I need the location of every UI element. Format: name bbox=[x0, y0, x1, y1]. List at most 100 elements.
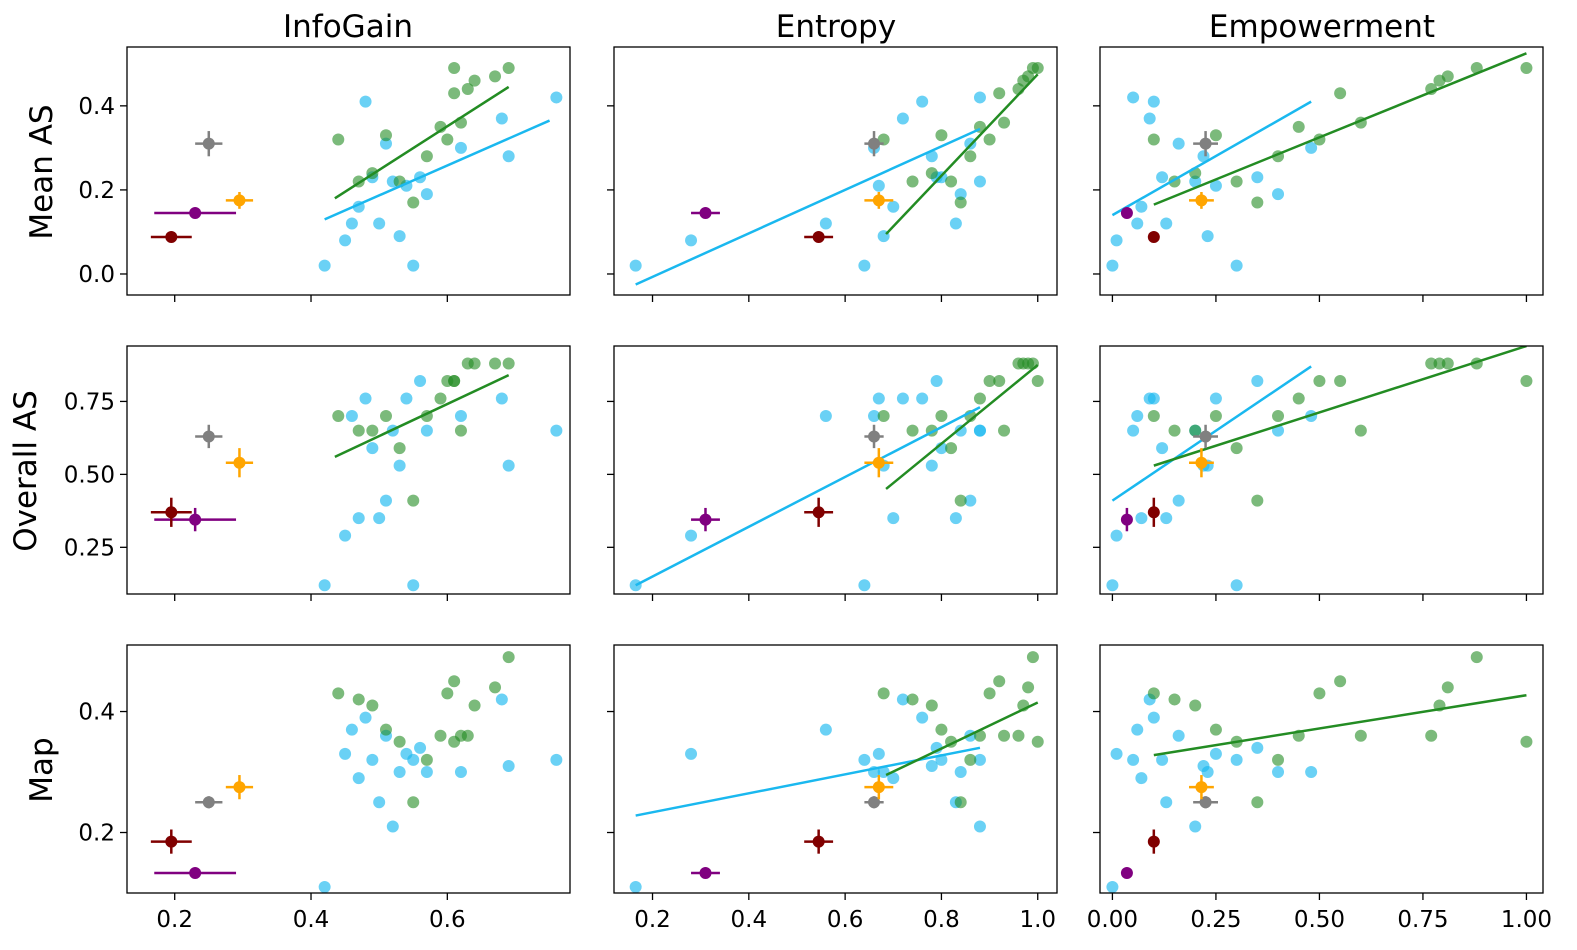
panel-mean-as-infogain-y-tick-label-2: 0.4 bbox=[78, 94, 115, 120]
panel-mean-as-empowerment-green-point-3 bbox=[1209, 129, 1222, 142]
panel-map-entropy-green-point-3 bbox=[935, 723, 948, 736]
panel-mean-as-empowerment-cyan-point-17 bbox=[1127, 91, 1140, 104]
panel-mean-as-entropy-cyan-point-15 bbox=[896, 112, 909, 125]
panel-overall-as-infogain-cyan-point-4 bbox=[359, 392, 372, 405]
panel-mean-as-entropy-cyan-point-17 bbox=[973, 91, 986, 104]
panel-map-entropy-plot-area bbox=[629, 651, 1044, 893]
panel-map-empowerment-green-point-10 bbox=[1354, 729, 1367, 742]
panel-overall-as-empowerment-cyan-point-17 bbox=[1127, 424, 1140, 437]
panel-mean-as-empowerment-cyan-point-9 bbox=[1201, 230, 1214, 243]
panel-overall-as-entropy-cyan-fit-line-0 bbox=[635, 406, 981, 587]
panel-mean-as-infogain-green-point-8 bbox=[441, 133, 454, 146]
panel-map-entropy-green-point-8 bbox=[983, 687, 996, 700]
panel-overall-as-entropy-green-point-7 bbox=[973, 392, 986, 405]
panel-map-entropy-green-point-9 bbox=[993, 675, 1006, 688]
panel-mean-as-entropy-green-point-10 bbox=[998, 116, 1011, 129]
panel-overall-as-infogain-green-point-15 bbox=[448, 375, 461, 388]
panel-mean-as-empowerment-green-point-7 bbox=[1292, 120, 1305, 133]
panel-map-entropy-cyan-point-11 bbox=[858, 753, 871, 766]
panel-mean-as-entropy-green-point-4 bbox=[945, 175, 958, 188]
panel-map-empowerment-cyan-point-4 bbox=[1147, 711, 1160, 724]
panel-map-entropy-green-point-15 bbox=[1031, 735, 1044, 748]
panel-mean-as-infogain-grey-point bbox=[202, 137, 215, 150]
panel-mean-as-entropy-darkred-point bbox=[812, 230, 825, 243]
panel-overall-as-infogain-green-point-2 bbox=[366, 424, 379, 437]
panel-map-entropy-cyan-point-2 bbox=[819, 723, 832, 736]
panel-map-infogain-cyan-point-2 bbox=[345, 723, 358, 736]
panel-overall-as-infogain-purple-point bbox=[189, 513, 202, 526]
panel-map-empowerment-frame bbox=[1099, 644, 1544, 894]
panel-overall-as-empowerment-green-point-12 bbox=[1433, 357, 1446, 370]
panel-map-entropy-frame bbox=[613, 644, 1058, 894]
panel-map-empowerment-green-point-6 bbox=[1272, 753, 1285, 766]
panel-mean-as-infogain-darkred-point bbox=[165, 230, 178, 243]
panel-map-empowerment-cyan-point-17 bbox=[1127, 753, 1140, 766]
panel-overall-as-infogain-green-point-1 bbox=[352, 424, 365, 437]
panel-mean-as-empowerment-cyan-point-6 bbox=[1160, 217, 1173, 230]
panel-overall-as-infogain: 0.25 0.50 0.75 bbox=[64, 345, 571, 601]
panel-overall-as-infogain-cyan-point-0 bbox=[318, 579, 331, 592]
row-label-map: Map bbox=[24, 737, 60, 802]
panel-map-empowerment-green-point-13 bbox=[1441, 681, 1454, 694]
panel-overall-as-empowerment-cyan-point-11 bbox=[1230, 579, 1243, 592]
panel-mean-as-entropy-cyan-point-2 bbox=[819, 217, 832, 230]
panel-overall-as-infogain-cyan-point-3 bbox=[352, 512, 365, 525]
panel-overall-as-entropy-cyan-point-13 bbox=[954, 424, 967, 437]
panel-mean-as-infogain: 0.0 0.2 0.4 bbox=[78, 46, 571, 302]
panel-mean-as-infogain-green-fit-line-0 bbox=[334, 85, 510, 200]
panel-mean-as-infogain-green-point-12 bbox=[468, 74, 481, 87]
panel-map-entropy-cyan-point-3 bbox=[887, 772, 900, 785]
panel-mean-as-empowerment-cyan-point-3 bbox=[1135, 200, 1148, 213]
column-title-empowerment: Empowerment bbox=[1209, 9, 1435, 45]
panel-map-infogain-frame bbox=[126, 644, 571, 894]
panel-map-empowerment-green-point-3 bbox=[1209, 723, 1222, 736]
panel-mean-as-infogain-purple-point bbox=[189, 207, 202, 220]
panel-overall-as-entropy-cyan-point-17 bbox=[973, 424, 986, 437]
panel-overall-as-empowerment-darkred-point bbox=[1147, 506, 1160, 519]
panel-map-infogain-y-tick-label-1: 0.4 bbox=[78, 700, 115, 726]
panel-overall-as-empowerment-green-point-8 bbox=[1313, 375, 1326, 388]
panel-map-entropy-cyan-fit-line-0 bbox=[635, 746, 981, 817]
panel-overall-as-empowerment-cyan-point-6 bbox=[1160, 512, 1173, 525]
panel-overall-as-empowerment-cyan-point-2 bbox=[1131, 410, 1144, 423]
panel-mean-as-infogain-green-point-3 bbox=[379, 129, 392, 142]
panel-mean-as-empowerment-cyan-point-4 bbox=[1147, 95, 1160, 108]
panel-map-empowerment-cyan-point-0 bbox=[1106, 880, 1119, 893]
panel-mean-as-empowerment-green-point-15 bbox=[1520, 62, 1533, 75]
panel-overall-as-empowerment bbox=[1093, 345, 1544, 601]
panel-mean-as-infogain-cyan-point-13 bbox=[420, 188, 433, 201]
panel-overall-as-infogain-cyan-point-11 bbox=[407, 579, 420, 592]
panel-mean-as-infogain-cyan-point-9 bbox=[393, 230, 406, 243]
panel-map-infogain-green-point-5 bbox=[407, 796, 420, 809]
panel-map-entropy-cyan-point-16 bbox=[925, 759, 938, 772]
panel-mean-as-empowerment-plot-area bbox=[1106, 52, 1533, 272]
panel-map-entropy-cyan-point-10 bbox=[872, 747, 885, 760]
panel-map-empowerment-green-point-9 bbox=[1334, 675, 1347, 688]
panel-mean-as-entropy-green-point-1 bbox=[906, 175, 919, 188]
panel-map-infogain-orange-point bbox=[233, 781, 246, 794]
panel-overall-as-infogain-green-point-3 bbox=[379, 410, 392, 423]
panel-mean-as-infogain-orange-point bbox=[233, 194, 246, 207]
panel-overall-as-entropy-darkred-point bbox=[812, 506, 825, 519]
panel-overall-as-infogain-cyan-point-7 bbox=[379, 494, 392, 507]
panel-overall-as-empowerment-green-point-6 bbox=[1272, 410, 1285, 423]
panel-mean-as-empowerment-darkred-point bbox=[1147, 230, 1160, 243]
panel-map-empowerment-darkred-point bbox=[1147, 835, 1160, 848]
panel-mean-as-empowerment-green-point-0 bbox=[1147, 133, 1160, 146]
panel-mean-as-infogain-green-point-5 bbox=[407, 196, 420, 209]
panel-map-entropy-purple-point bbox=[699, 867, 712, 880]
panel-map-infogain-cyan-point-9 bbox=[393, 766, 406, 779]
panel-overall-as-empowerment-green-point-15 bbox=[1520, 375, 1533, 388]
panel-mean-as-empowerment-cyan-point-10 bbox=[1209, 179, 1222, 192]
panel-map-infogain-cyan-point-0 bbox=[318, 880, 331, 893]
panel-map-infogain-green-point-12 bbox=[468, 699, 481, 712]
panel-map-infogain-cyan-point-15 bbox=[495, 693, 508, 706]
panel-mean-as-infogain-green-point-15 bbox=[448, 62, 461, 75]
panel-mean-as-entropy-green-point-9 bbox=[993, 87, 1006, 100]
panel-mean-as-infogain-cyan-point-2 bbox=[345, 217, 358, 230]
panel-overall-as-empowerment-cyan-point-15 bbox=[1143, 392, 1156, 405]
panel-map-empowerment-cyan-point-5 bbox=[1156, 753, 1169, 766]
panel-mean-as-empowerment-cyan-fit-line-0 bbox=[1111, 100, 1312, 217]
panel-overall-as-entropy-cyan-point-6 bbox=[949, 512, 962, 525]
panel-mean-as-infogain-frame bbox=[126, 46, 571, 296]
